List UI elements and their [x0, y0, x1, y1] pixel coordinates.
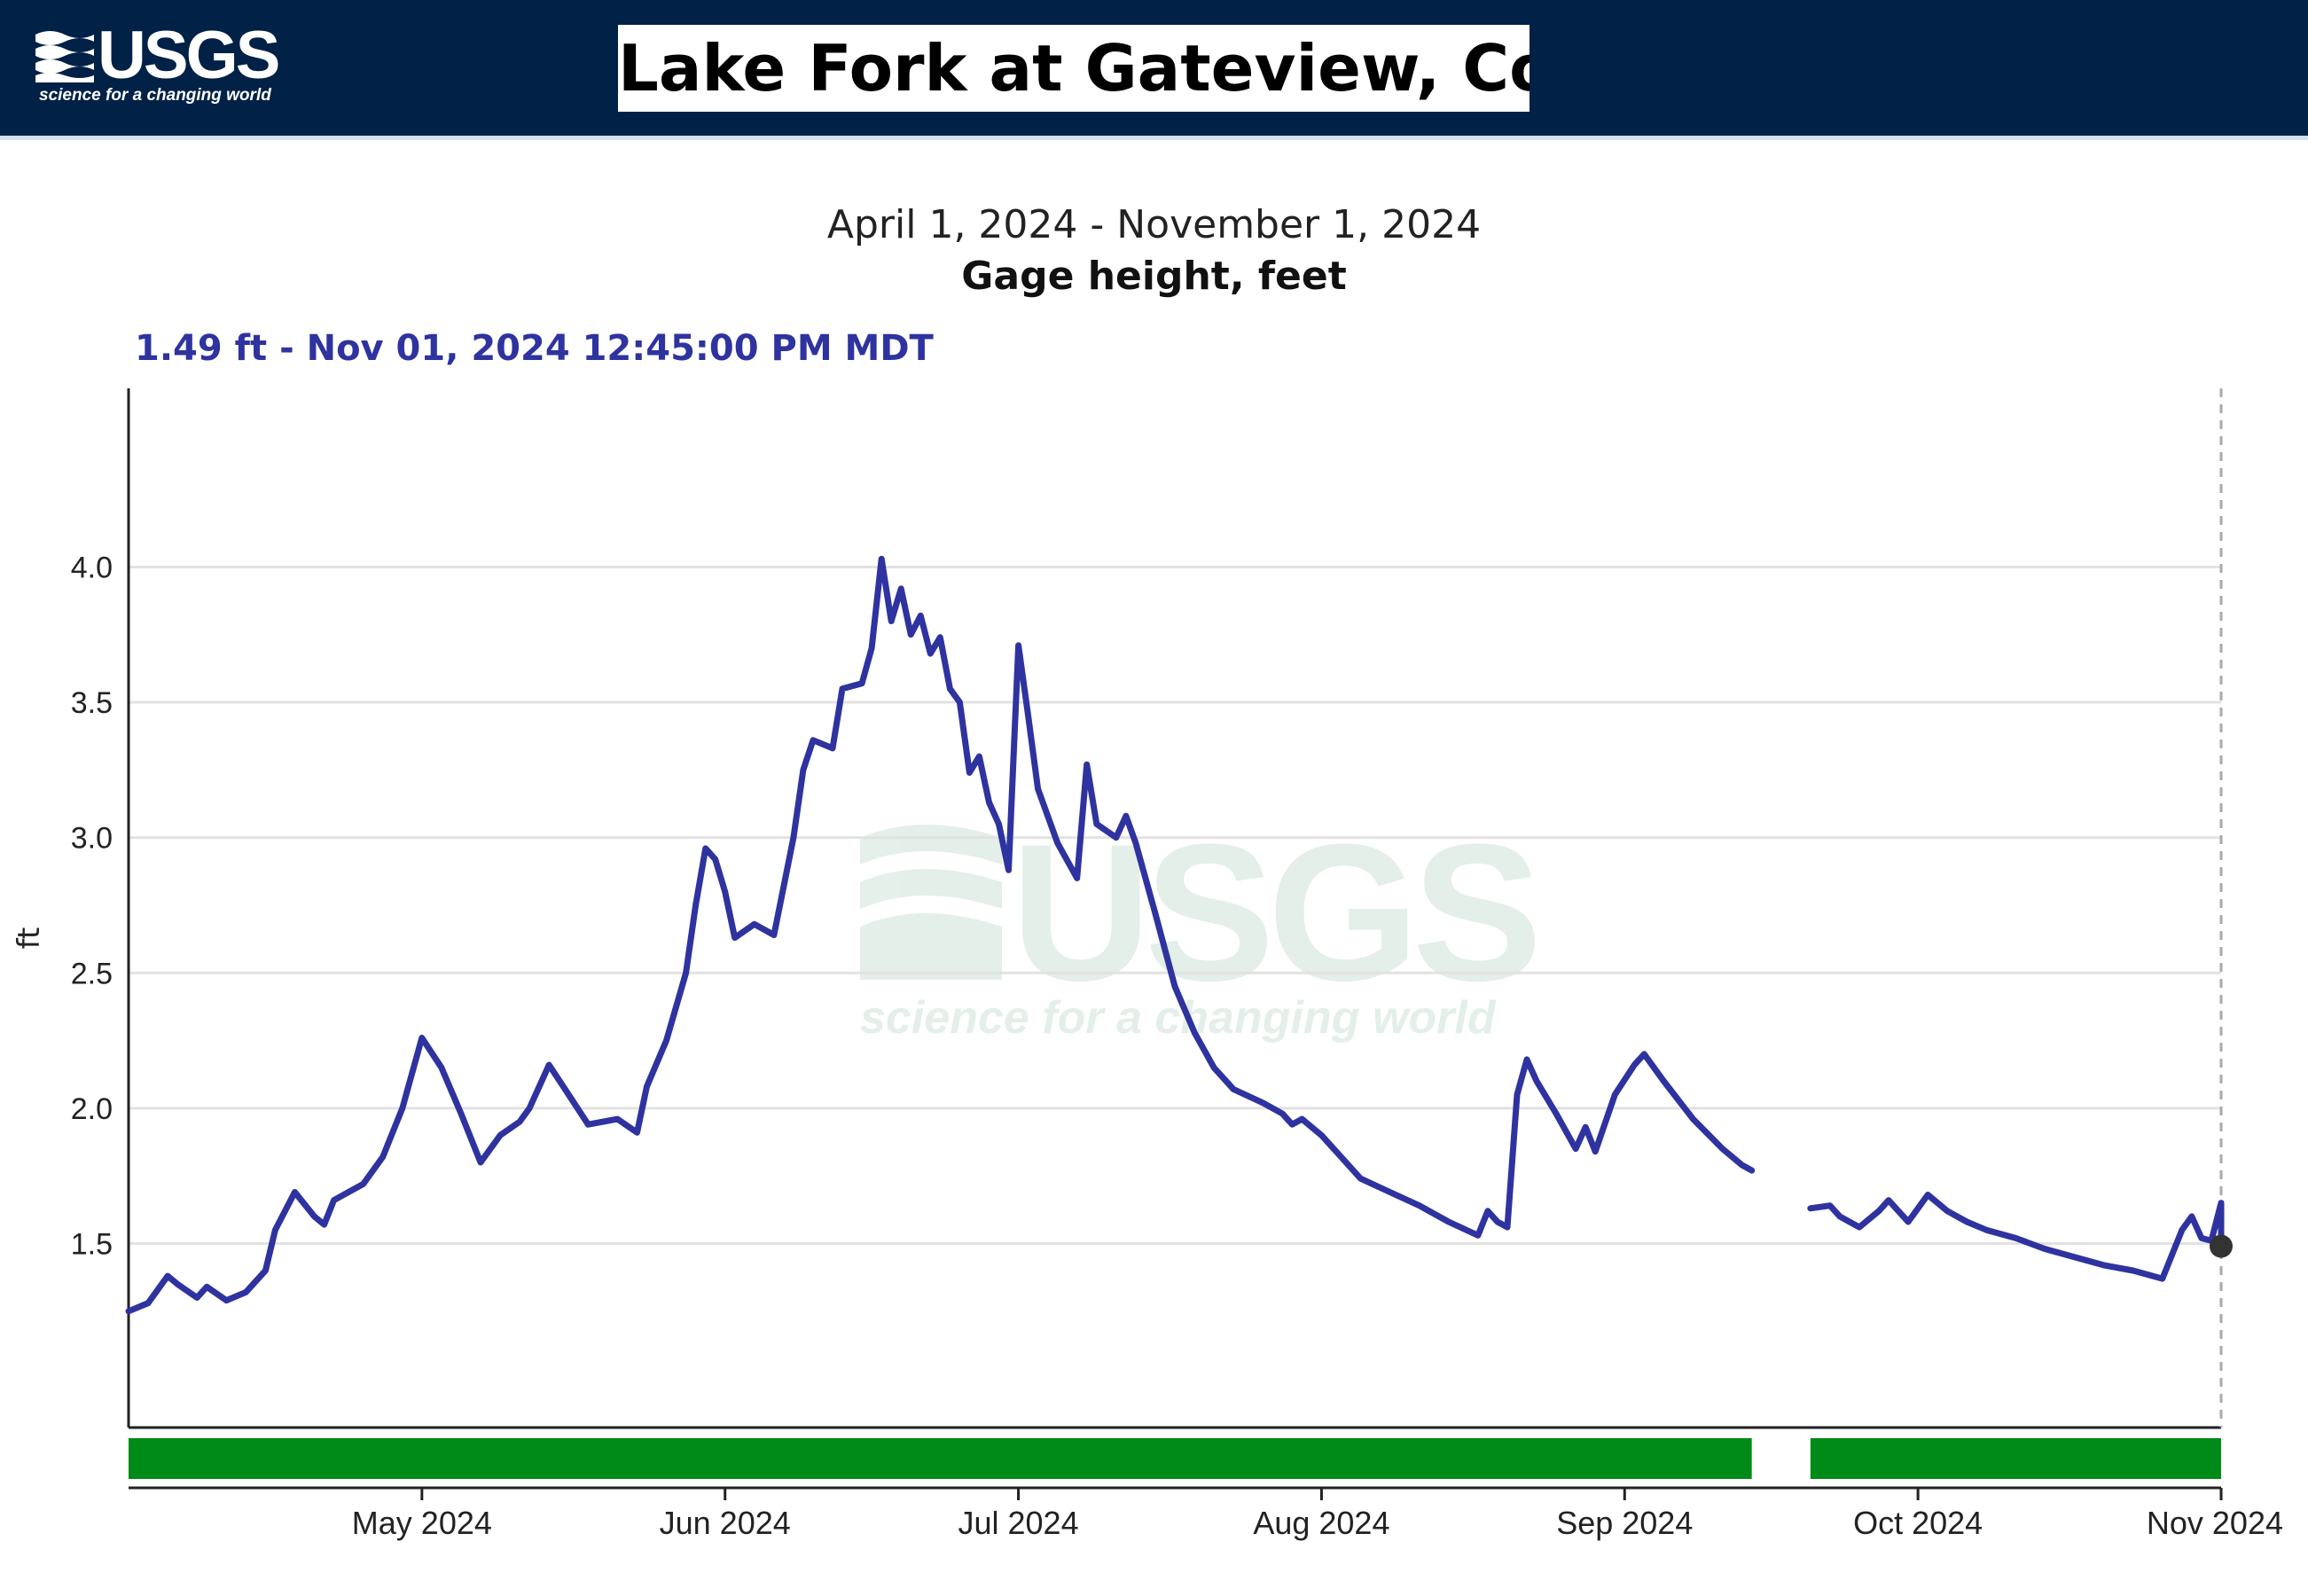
series-gage-height	[125, 555, 2233, 1315]
usgs-logo[interactable]: USGS science for a changing world	[35, 18, 280, 111]
x-tick-label: Nov 2024	[2147, 1505, 2283, 1541]
y-tick-label: 3.5	[71, 686, 113, 720]
usgs-waves-icon	[35, 31, 94, 82]
series-line-segment	[1807, 1192, 2225, 1282]
x-tick-label: Oct 2024	[1853, 1505, 1983, 1541]
y-axis-tick-labels: 4.0 3.5 3.0 2.5 2.0 1.5	[71, 551, 113, 1261]
approval-bar-segment	[129, 1438, 1752, 1479]
x-tick-label: Aug 2024	[1253, 1505, 1389, 1541]
logo-text: USGS	[98, 18, 280, 93]
y-tick-label: 2.0	[71, 1092, 113, 1126]
chart-parameter-title: Gage height, feet	[961, 254, 1347, 299]
x-axis-tick-labels: May 2024 Jun 2024 Jul 2024 Aug 2024 Sep 2024…	[352, 1505, 2283, 1541]
y-tick-label: 4.0	[71, 551, 113, 584]
x-tick-label: Sep 2024	[1556, 1505, 1693, 1541]
x-tick-label: Jun 2024	[660, 1505, 791, 1541]
current-point-marker	[2210, 1234, 2233, 1258]
series-line-segment	[125, 555, 1756, 1315]
y-tick-label: 1.5	[71, 1227, 113, 1261]
logo-tagline: science for a changing world	[39, 86, 271, 105]
x-tick-label: May 2024	[352, 1505, 492, 1541]
x-tick-label: Jul 2024	[958, 1505, 1078, 1541]
y-axis-label: ft	[12, 927, 47, 950]
page-header: USGS science for a changing world Lake F…	[0, 0, 2308, 140]
watermark-text: USGS	[1011, 803, 1536, 1021]
approval-bar	[129, 1438, 2221, 1479]
chart-date-range: April 1, 2024 - November 1, 2024	[826, 202, 1482, 247]
approval-bar-segment	[1810, 1438, 2221, 1479]
usgs-watermark: USGS science for a changing world	[860, 803, 1543, 1044]
current-reading-label: 1.49 ft - Nov 01, 2024 12:45:00 PM MDT	[135, 328, 934, 369]
watermark-waves-icon	[860, 825, 1002, 980]
grid-lines	[129, 565, 2221, 1245]
station-title: Lake Fork at Gateview, Co.	[618, 25, 1530, 112]
y-tick-label: 3.0	[71, 822, 113, 856]
y-tick-label: 2.5	[71, 957, 113, 990]
